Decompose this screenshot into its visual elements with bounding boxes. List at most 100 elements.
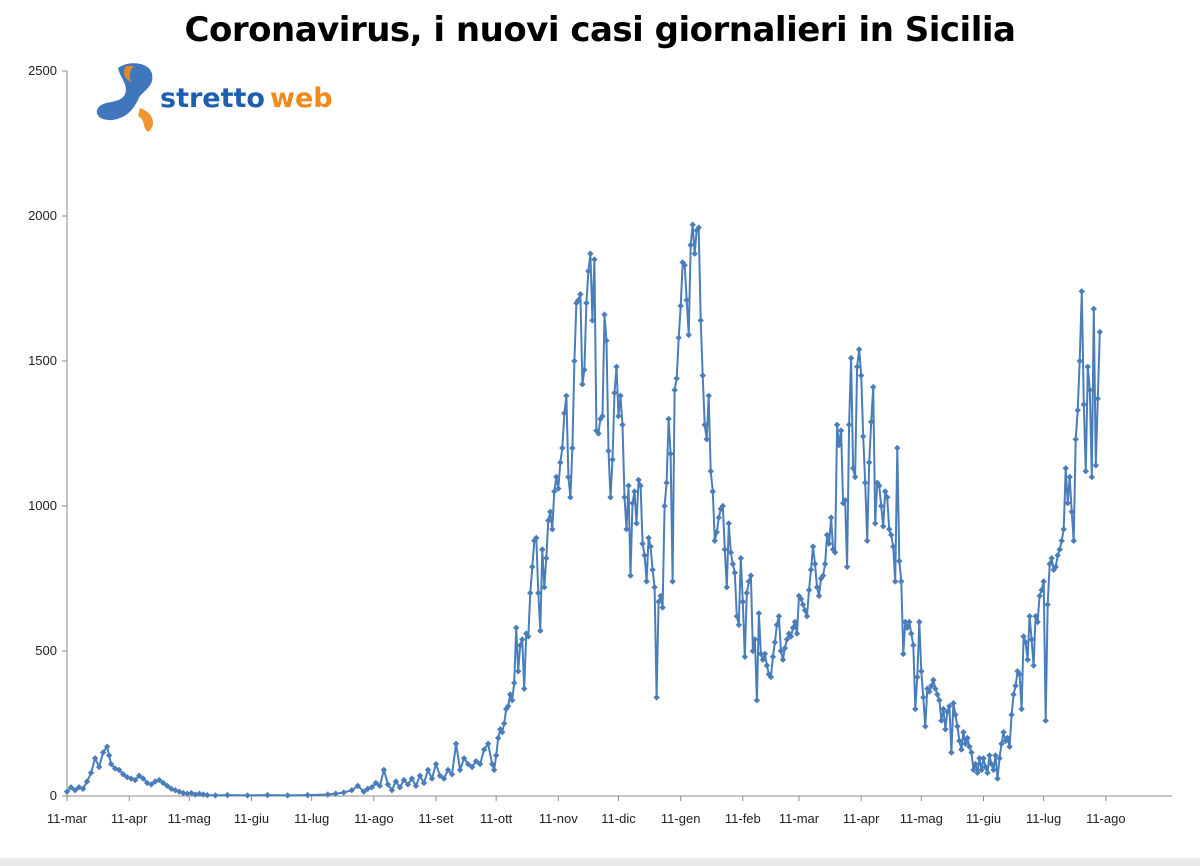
data-point [408, 775, 416, 782]
data-point [994, 775, 1001, 782]
x-tick-label: 11-gen [661, 811, 701, 826]
logo-swirl-accent [138, 108, 154, 132]
data-point [525, 633, 532, 640]
data-point [517, 642, 524, 649]
data-point [131, 776, 139, 784]
x-tick-label: 11-dic [601, 811, 636, 826]
data-point [707, 468, 714, 475]
data-point [1030, 662, 1037, 669]
data-point [557, 459, 564, 466]
data-point [140, 775, 147, 782]
data-point [769, 653, 777, 660]
data-point [551, 488, 558, 495]
data-point [757, 650, 765, 658]
data-point [95, 763, 103, 771]
data-point [918, 668, 925, 675]
data-point [882, 488, 889, 495]
data-point [878, 502, 885, 510]
data-point [396, 784, 404, 791]
data-point [424, 766, 432, 774]
data-point [886, 526, 893, 533]
data-point [1046, 560, 1053, 568]
data-point [779, 656, 787, 663]
data-point [1014, 668, 1021, 675]
data-point [958, 746, 965, 753]
data-point [843, 563, 851, 571]
data-point [304, 791, 311, 799]
data-point [448, 771, 456, 778]
x-tick-label: 11-mar [47, 811, 88, 826]
data-point [751, 636, 759, 643]
data-point [763, 662, 771, 669]
data-point [1044, 601, 1051, 608]
data-point [160, 779, 167, 787]
data-point [1012, 682, 1019, 689]
data-point [436, 772, 444, 779]
data-point [986, 752, 993, 759]
data-point [641, 552, 648, 559]
data-point [368, 784, 376, 791]
data-point [992, 752, 999, 759]
data-point [1026, 613, 1033, 620]
data-point [420, 779, 428, 787]
data-point [793, 630, 801, 637]
data-point [831, 549, 839, 556]
data-point [715, 514, 722, 521]
data-point [837, 427, 845, 434]
data-point [452, 740, 460, 747]
data-point [922, 723, 929, 730]
data-point [693, 227, 700, 234]
data-point [801, 607, 809, 614]
data-point [1006, 743, 1013, 750]
data-point [960, 729, 967, 736]
data-point [324, 791, 331, 798]
data-point [745, 578, 753, 585]
data-point [400, 776, 408, 784]
data-point [689, 221, 696, 228]
data-point [833, 421, 841, 428]
data-point [581, 366, 588, 373]
data-point [583, 299, 590, 307]
data-point [896, 557, 903, 565]
logo-swirl-shape [96, 63, 153, 121]
data-point [900, 650, 907, 658]
data-point [105, 752, 113, 759]
data-point [733, 613, 741, 620]
data-point [553, 473, 560, 481]
data-point [563, 392, 570, 399]
data-point [513, 624, 520, 631]
data-point [735, 621, 743, 629]
data-point [847, 354, 855, 362]
data-point [775, 613, 783, 620]
data-point [1086, 386, 1093, 394]
data-point [761, 650, 769, 658]
data-point [521, 685, 528, 692]
data-point [809, 543, 817, 550]
data-point [1076, 357, 1083, 365]
data-point [699, 372, 706, 379]
x-tick-label: 11-mag [168, 811, 211, 826]
data-point [916, 618, 923, 626]
data-point [599, 412, 606, 420]
data-point [144, 779, 151, 787]
data-point [639, 540, 646, 547]
data-point [811, 560, 819, 568]
data-point [703, 436, 710, 443]
data-point [623, 526, 630, 533]
data-point [781, 644, 789, 652]
data-point [629, 499, 636, 507]
chart-title: Coronavirus, i nuovi casi giornalieri in… [184, 10, 1016, 50]
data-point [63, 788, 71, 795]
data-point [948, 749, 955, 756]
data-point [934, 691, 941, 698]
data-point [691, 250, 698, 257]
data-point [1078, 288, 1085, 295]
data-point [416, 772, 424, 779]
data-point [914, 673, 921, 681]
data-point [565, 473, 572, 481]
data-point [723, 584, 730, 591]
data-point [1082, 468, 1089, 475]
data-point [609, 456, 616, 463]
data-point [978, 766, 985, 774]
